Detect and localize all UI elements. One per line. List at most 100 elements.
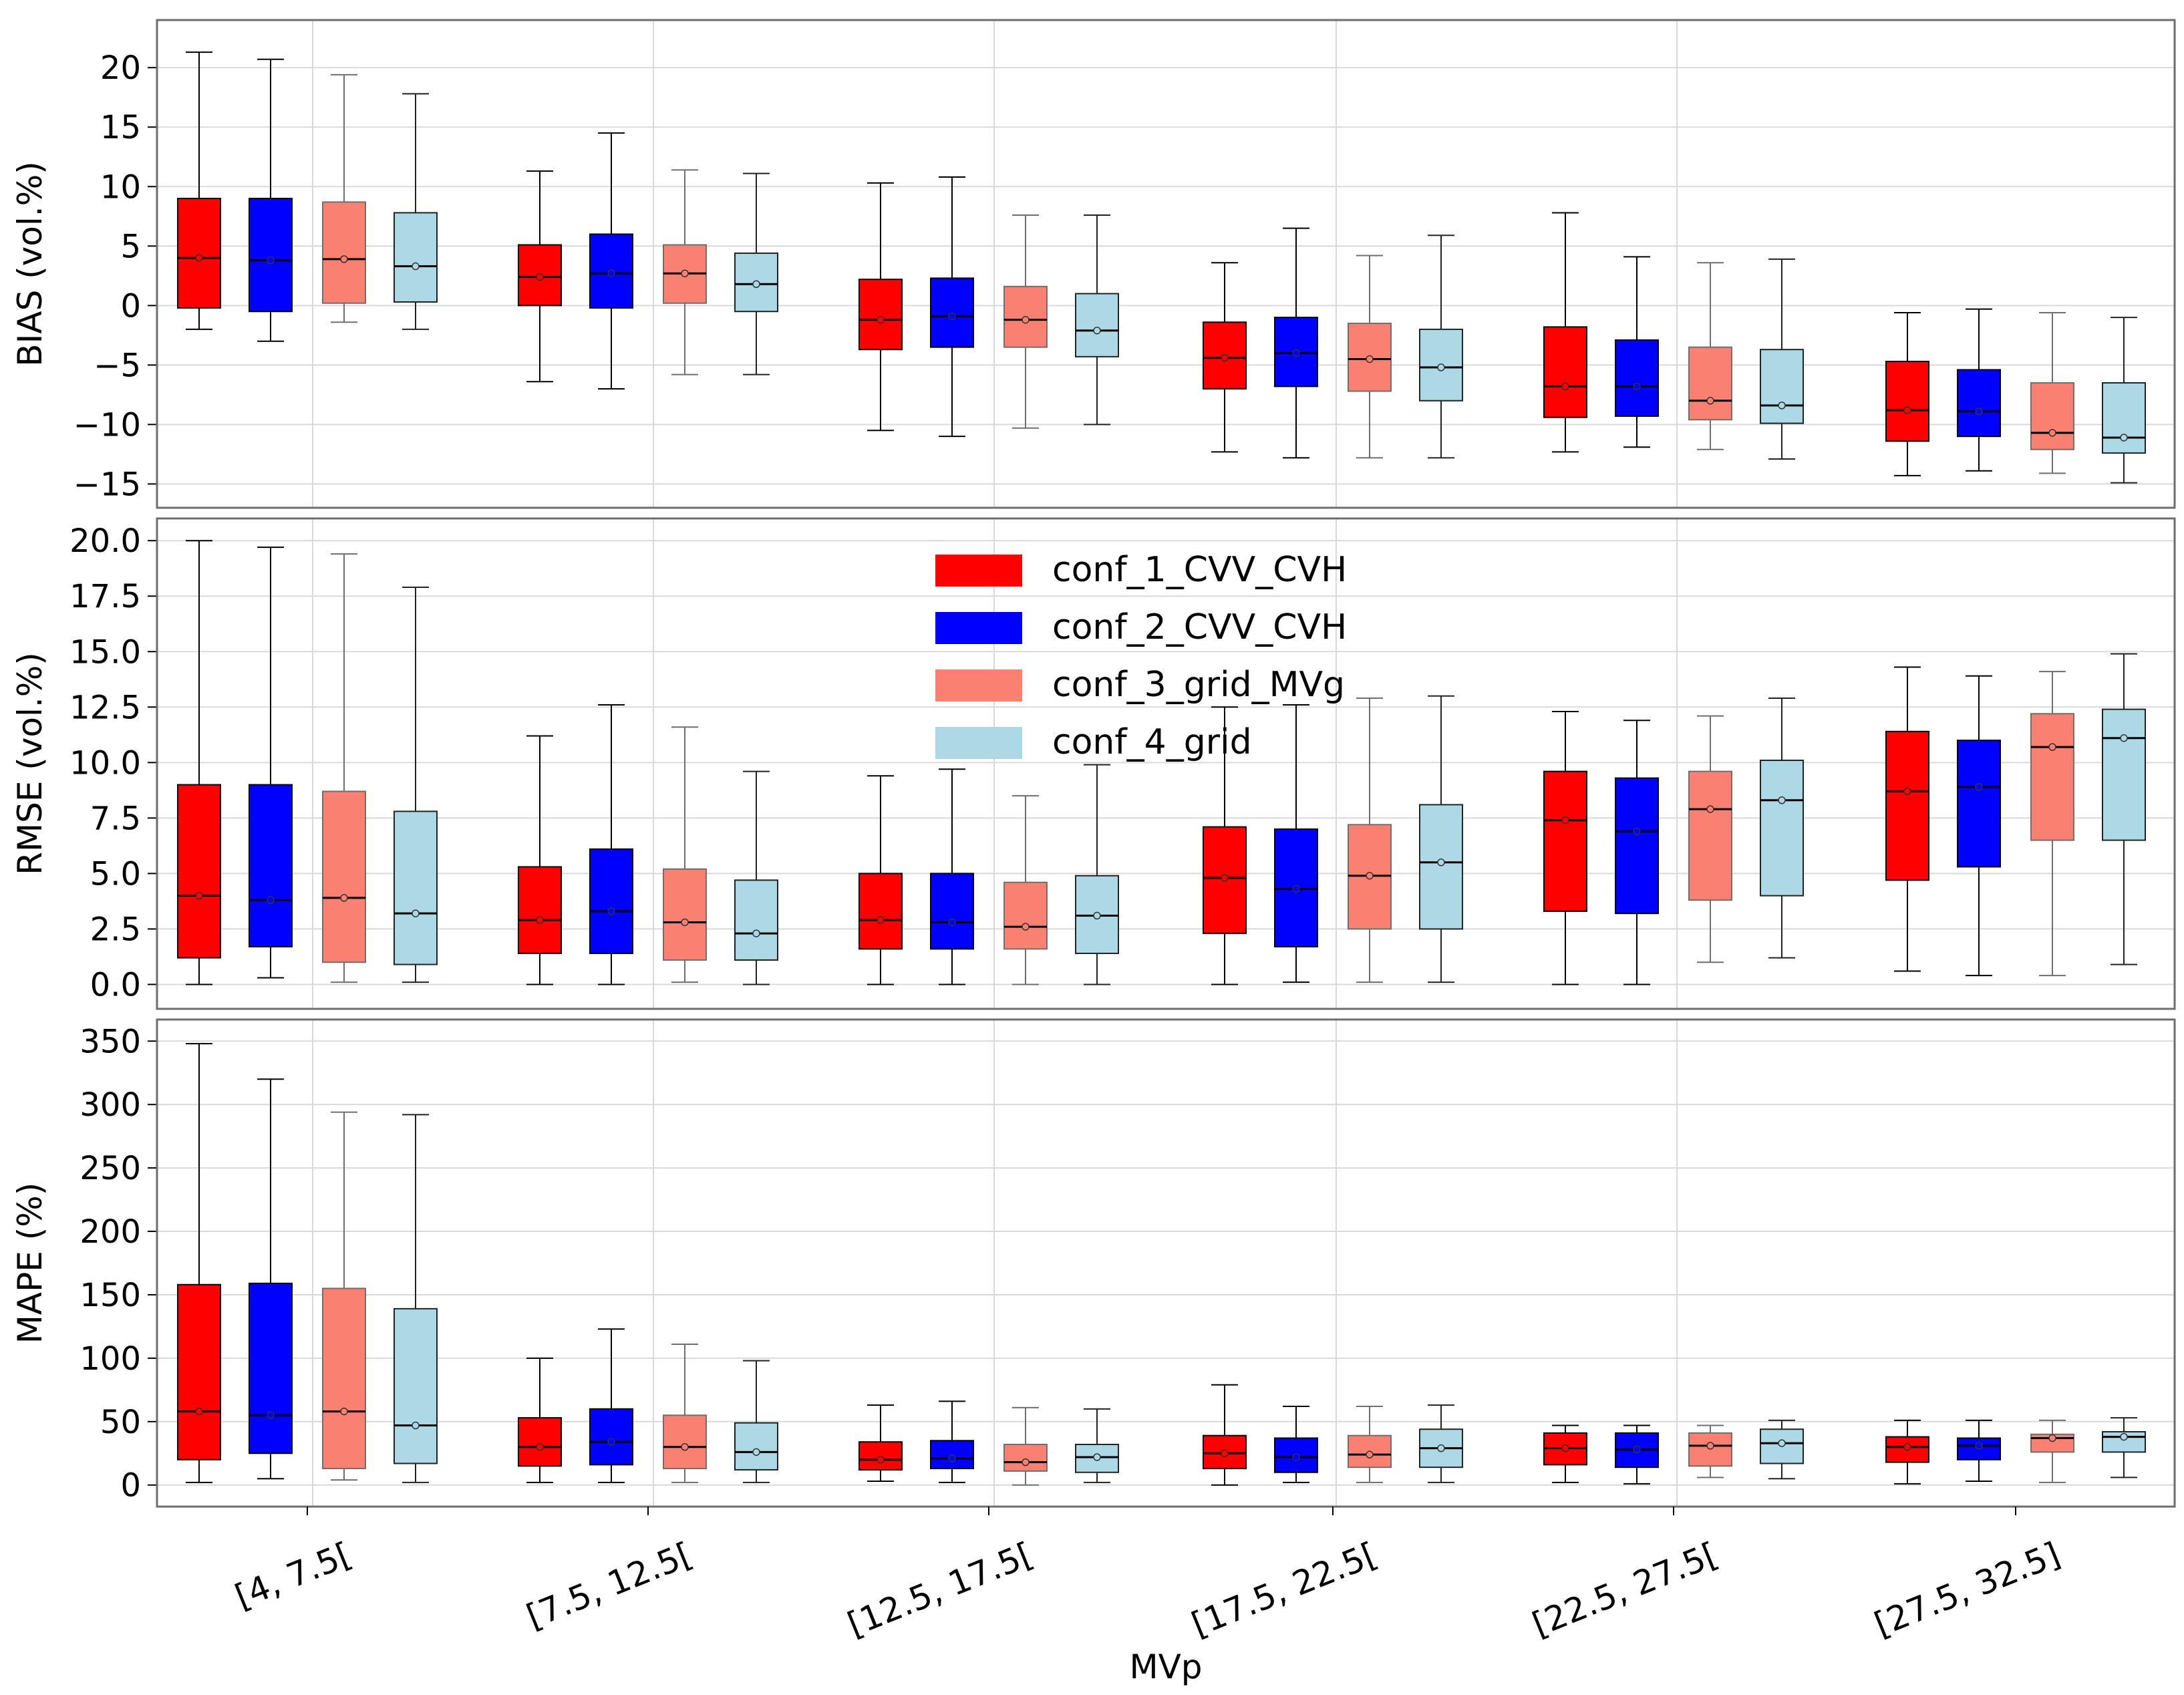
mean-marker <box>1975 1442 1983 1450</box>
box-iqr <box>322 1287 366 1470</box>
box-conf_3_grid_MVg <box>1348 698 1392 983</box>
box-conf_3_grid_MVg <box>663 1344 707 1483</box>
y-tick-label: 15 <box>100 109 141 146</box>
box-iqr <box>1203 321 1247 390</box>
mean-marker <box>1706 805 1714 813</box>
y-tick-label: −5 <box>94 347 141 384</box>
mean-marker <box>536 273 544 281</box>
box-iqr <box>1957 1437 2001 1460</box>
panels-layer <box>177 51 2146 1486</box>
mean-marker <box>195 254 203 262</box>
mean-marker <box>1706 397 1714 405</box>
box-iqr <box>1760 760 1804 897</box>
mean-marker <box>195 891 203 900</box>
box-conf_2_CVV_CVH <box>249 547 293 979</box>
mean-marker <box>1093 1453 1101 1461</box>
box-conf_4_grid <box>1760 698 1804 959</box>
y-tick-label: 12.5 <box>69 689 141 726</box>
box-iqr <box>734 1422 778 1471</box>
box-conf_4_grid <box>734 1360 778 1483</box>
box-conf_4_grid <box>2102 317 2146 484</box>
box-iqr <box>1885 730 1929 881</box>
mean-marker <box>340 894 348 902</box>
box-iqr <box>663 1414 707 1470</box>
legend-swatch <box>935 727 1022 759</box>
box-iqr <box>2102 382 2146 454</box>
y-tick-label: 0 <box>120 287 141 325</box>
box-conf_4_grid <box>1760 1419 1804 1480</box>
box-conf_1_CVV_CVH <box>859 182 903 432</box>
y-tick-label: 0 <box>120 1467 141 1505</box>
legend: conf_1_CVV_CVH conf_2_CVV_CVH conf_3_grid_… <box>935 550 1347 762</box>
box-conf_3_grid_MVg <box>2030 1419 2074 1483</box>
box-conf_4_grid <box>1419 1404 1463 1483</box>
y-tick-label: 20.0 <box>69 522 141 560</box>
box-conf_1_CVV_CVH <box>177 540 221 985</box>
mean-marker <box>1437 363 1445 371</box>
y-tick-label: 20 <box>100 49 141 87</box>
box-iqr <box>1885 361 1929 442</box>
mean-marker <box>1903 787 1911 796</box>
mean-marker <box>267 896 275 905</box>
box-conf_1_CVV_CVH <box>177 51 221 330</box>
box-iqr <box>249 198 293 313</box>
box-conf_2_CVV_CVH <box>1957 675 2001 977</box>
y-tick-label: 50 <box>100 1404 141 1441</box>
mean-marker <box>877 315 885 324</box>
box-iqr <box>249 784 293 948</box>
mean-marker <box>412 909 420 917</box>
box-iqr <box>394 1307 438 1465</box>
box-iqr <box>518 866 562 954</box>
mean-marker <box>1366 871 1374 880</box>
box-iqr <box>177 198 221 309</box>
box-conf_3_grid_MVg <box>1003 1406 1048 1486</box>
box-conf_4_grid <box>734 770 778 985</box>
box-iqr <box>1543 326 1587 418</box>
box-conf_2_CVV_CVH <box>930 768 974 985</box>
box-iqr <box>1760 349 1804 424</box>
box-conf_1_CVV_CVH <box>1885 312 1929 476</box>
y-tick-label: 300 <box>80 1086 141 1124</box>
box-conf_1_CVV_CVH <box>1543 1424 1587 1483</box>
box-iqr <box>177 784 221 959</box>
mean-marker <box>1706 1442 1714 1450</box>
x-tick-label: [4, 7.5[ <box>230 1535 357 1616</box>
legend-label: conf_2_CVV_CVH <box>1052 607 1347 647</box>
mean-marker <box>1366 355 1374 363</box>
box-conf_1_CVV_CVH <box>1203 706 1247 985</box>
y-tick-label: 15.0 <box>69 633 141 671</box>
mean-marker <box>1366 1450 1374 1458</box>
mean-marker <box>340 1407 348 1416</box>
y-tick-label: 350 <box>80 1023 141 1060</box>
box-conf_1_CVV_CVH <box>1543 710 1587 985</box>
box-conf_4_grid <box>394 1114 438 1483</box>
box-iqr <box>589 848 633 954</box>
mean-marker <box>536 916 544 924</box>
y-tick-label: 100 <box>80 1340 141 1378</box>
grid-layer <box>157 20 2175 1507</box>
mean-marker <box>752 280 760 289</box>
y-tick-label: 17.5 <box>69 578 141 615</box>
mean-marker <box>2120 734 2128 742</box>
legend-label: conf_1_CVV_CVH <box>1052 550 1347 590</box>
y-tick-label: 2.5 <box>90 911 141 948</box>
mean-marker <box>1903 406 1911 414</box>
box-iqr <box>1957 740 2001 868</box>
box-conf_3_grid_MVg <box>2030 312 2074 474</box>
mean-marker <box>2120 434 2128 442</box>
box-conf_3_grid_MVg <box>1003 214 1048 429</box>
mean-marker <box>681 1443 689 1451</box>
mean-marker <box>340 255 348 263</box>
y-tick-label: 5 <box>120 228 141 265</box>
mean-marker <box>536 1443 544 1451</box>
x-axis-label: MVp <box>1129 1648 1202 1686</box>
box-conf_2_CVV_CVH <box>589 704 633 985</box>
box-iqr <box>1688 770 1732 901</box>
y-axis-label: MAPE (%) <box>11 1183 49 1344</box>
box-iqr <box>930 873 974 950</box>
y-tick-label: 250 <box>80 1150 141 1187</box>
mean-marker <box>877 916 885 924</box>
mean-marker <box>1975 783 1983 791</box>
box-conf_2_CVV_CVH <box>930 1400 974 1483</box>
